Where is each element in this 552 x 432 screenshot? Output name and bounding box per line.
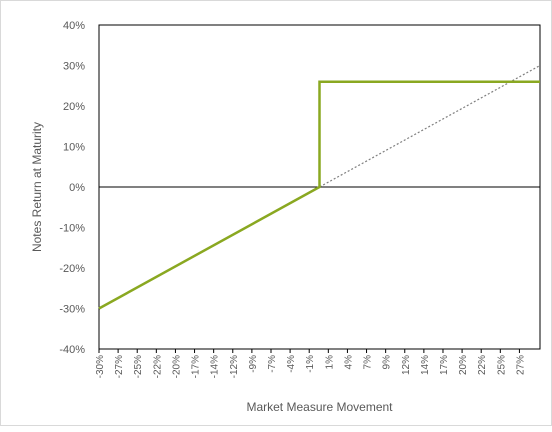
x-tick-label: -22% — [152, 355, 163, 378]
y-tick-label: 10% — [63, 142, 85, 154]
x-tick-label: -14% — [210, 355, 221, 378]
x-axis-ticks: -30% -27% -25% -22% -20% -17% -14% -12% -9% -7% -4… — [95, 349, 526, 378]
x-tick-label: 12% — [401, 355, 412, 375]
x-tick-label: -20% — [171, 355, 182, 378]
x-tick-label: -30% — [95, 355, 106, 378]
x-tick-label: 7% — [363, 355, 374, 370]
x-tick-label: 27% — [515, 355, 526, 375]
y-tick-label: -30% — [59, 304, 85, 316]
notes-return-series — [98, 80, 540, 310]
y-tick-label: -10% — [59, 223, 85, 235]
x-tick-label: -27% — [114, 355, 125, 378]
x-tick-label: 14% — [420, 355, 431, 375]
y-tick-label: 40% — [63, 20, 85, 32]
x-tick-label: -17% — [191, 355, 202, 378]
x-tick-label: -12% — [229, 355, 240, 378]
x-tick-label: 17% — [439, 355, 450, 375]
y-axis-ticks: 40% 30% 20% 10% 0% -10% -20% -30% -40% — [59, 20, 85, 356]
y-tick-label: 20% — [63, 101, 85, 113]
y-tick-label: -20% — [59, 263, 85, 275]
x-tick-label: -4% — [286, 355, 297, 373]
series-layer — [98, 64, 541, 310]
x-tick-label: 20% — [458, 355, 469, 375]
x-tick-label: 9% — [382, 355, 393, 370]
y-tick-label: 30% — [63, 61, 85, 73]
x-tick-label: 4% — [343, 355, 354, 370]
x-tick-label: -1% — [305, 355, 316, 373]
x-tick-label: 22% — [477, 355, 488, 375]
y-tick-label: 0% — [69, 182, 85, 194]
x-tick-label: 1% — [324, 355, 335, 370]
y-tick-label: -40% — [59, 344, 85, 356]
x-tick-label: -9% — [248, 355, 259, 373]
x-tick-label: -25% — [133, 355, 144, 378]
y-axis-label: Notes Return at Maturity — [30, 122, 44, 252]
x-tick-label: -7% — [267, 355, 278, 373]
x-tick-label: 25% — [496, 355, 507, 375]
x-axis-label: Market Measure Movement — [246, 400, 393, 414]
